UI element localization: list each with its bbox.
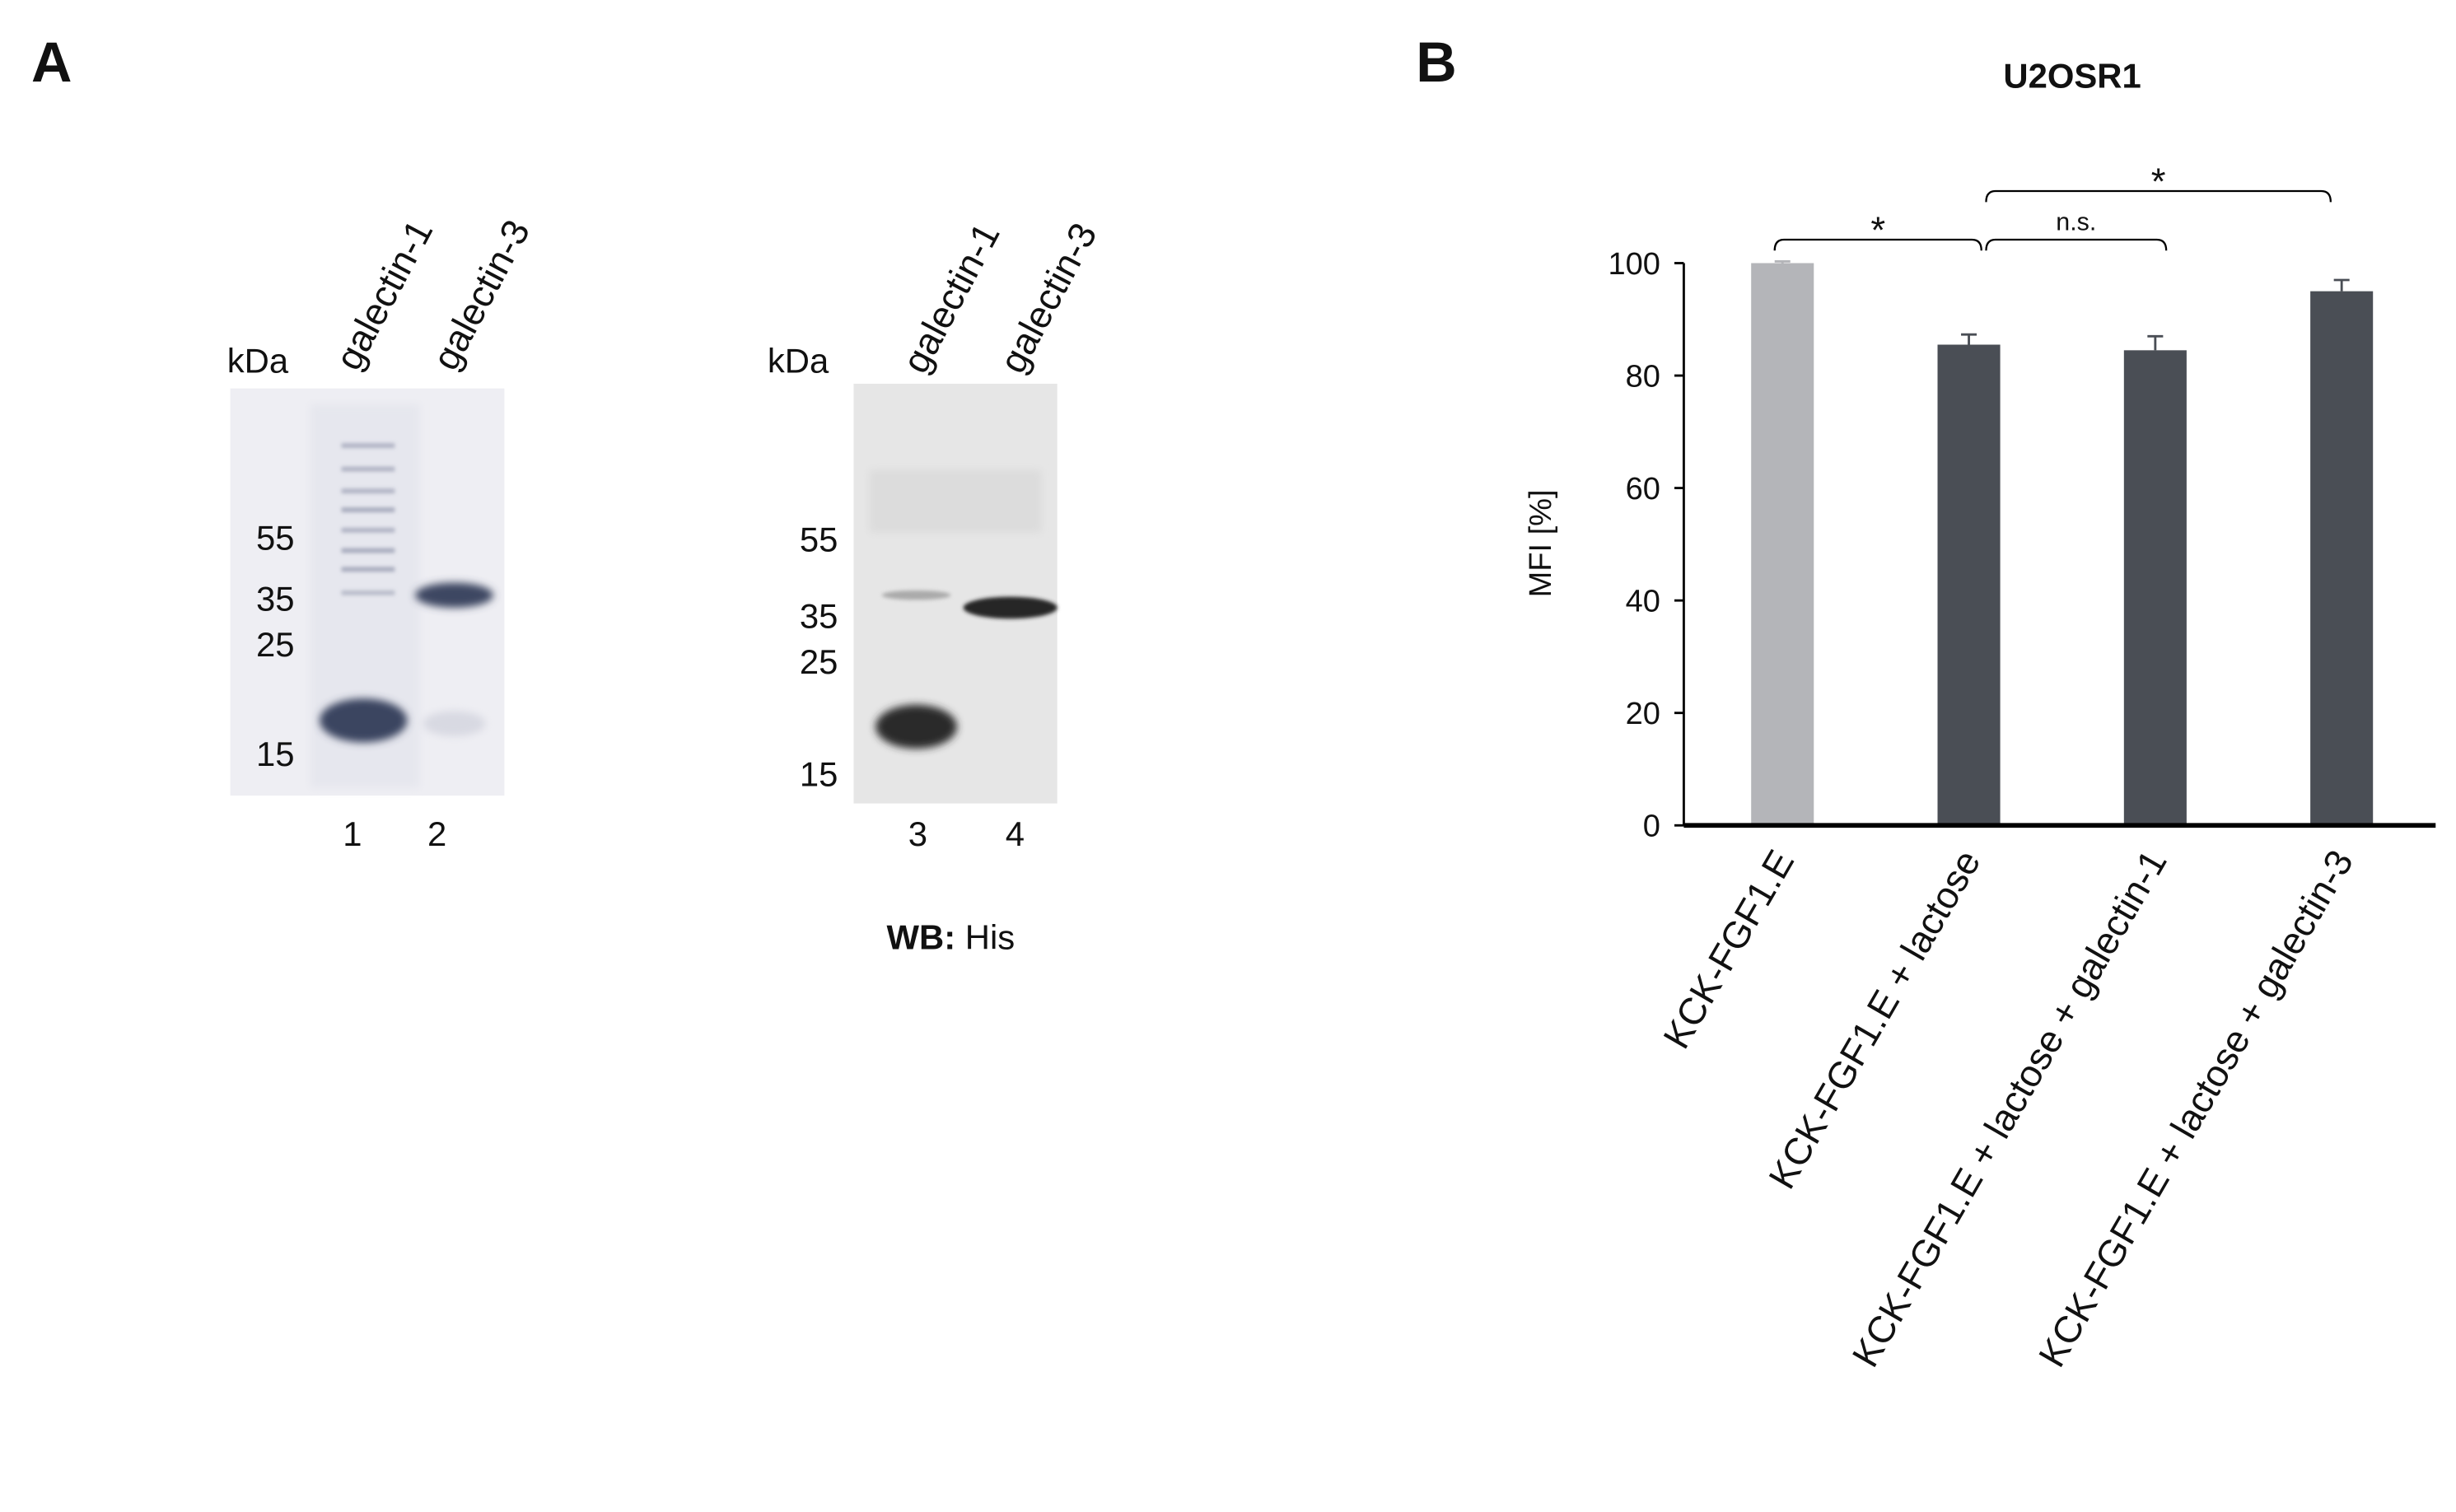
- lane-number: 1: [343, 814, 362, 853]
- lane-label: galectin-3: [992, 217, 1105, 380]
- x-tick-label: KCK-FGF1.E + lactose + galectin-1: [1844, 843, 2175, 1374]
- y-tick-label: 60: [1626, 472, 1660, 506]
- blot-caption: WB: His: [887, 917, 1016, 956]
- caption-bold: WB:: [887, 917, 956, 956]
- lane-number: 3: [908, 814, 927, 853]
- y-tick-label: 0: [1643, 810, 1660, 844]
- x-tick-label: KCK-FGF1.E + lactose + galectin-3: [2030, 843, 2361, 1374]
- y-tick-label: 80: [1626, 359, 1660, 394]
- lane-number: 4: [1006, 814, 1025, 853]
- marker-label: 35: [256, 580, 295, 618]
- significance-bracket: [1985, 189, 2332, 203]
- marker-label: 15: [256, 735, 295, 773]
- panel-label: A: [31, 30, 72, 94]
- y-tick-label: 20: [1626, 697, 1660, 731]
- marker-label: 55: [800, 520, 838, 558]
- bar: [2123, 350, 2187, 826]
- chart-title: U2OSR1: [2003, 57, 2141, 96]
- significance-label: *: [1870, 209, 1885, 251]
- bar: [1937, 344, 2001, 826]
- marker-label: 25: [256, 625, 295, 664]
- western-blot-image: [853, 383, 1058, 804]
- y-axis-label: MFI [%]: [1524, 489, 1558, 597]
- marker-label: 15: [800, 755, 838, 794]
- y-tick-label: 40: [1626, 584, 1660, 618]
- bar: [2310, 291, 2374, 826]
- kda-label: kDa: [227, 342, 289, 380]
- caption: His: [965, 917, 1015, 956]
- significance-bracket: [1773, 238, 1982, 251]
- bar: [1751, 263, 1814, 826]
- lane-label: galectin-1: [894, 217, 1008, 380]
- significance-bracket: [1985, 238, 2168, 251]
- marker-label: 35: [800, 597, 838, 636]
- panel-label: B: [1416, 30, 1456, 94]
- lane-label: galectin-1: [327, 213, 441, 377]
- y-tick-label: 100: [1608, 247, 1660, 282]
- kda-label: kDa: [768, 342, 829, 380]
- gel-image: [230, 388, 505, 796]
- x-tick-label: KCK-FGF1.E: [1655, 843, 1803, 1056]
- lane-number: 2: [427, 814, 446, 853]
- significance-label: n.s.: [2056, 208, 2096, 236]
- marker-label: 55: [256, 519, 295, 558]
- x-tick-label: KCK-FGF1.E + lactose: [1761, 843, 1989, 1196]
- significance-label: *: [2151, 161, 2166, 203]
- lane-label: galectin-3: [424, 213, 538, 377]
- marker-label: 25: [800, 642, 838, 681]
